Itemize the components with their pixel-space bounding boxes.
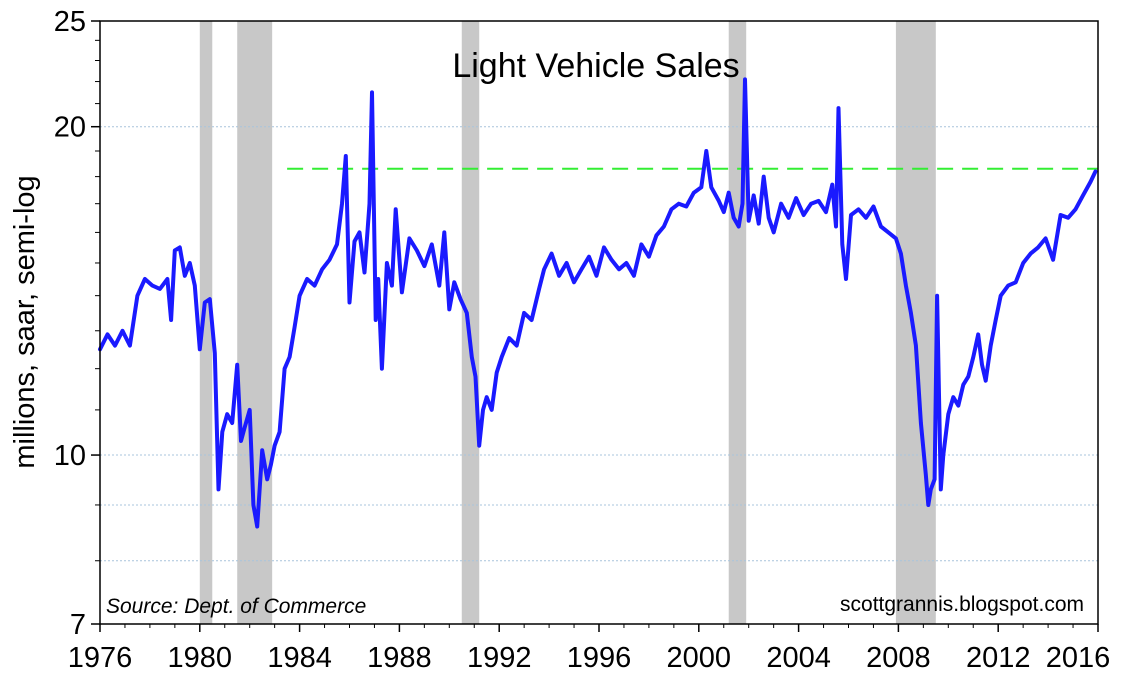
x-axis-tick-labels: 1976 1980 1984 1988 1992 1996 2000 2004 2008 2012…	[68, 642, 1111, 674]
x-tick-label-2004: 2004	[766, 642, 831, 674]
recession-band-2	[461, 21, 480, 624]
x-tick-label-1984: 1984	[267, 642, 332, 674]
x-tick-label-1988: 1988	[367, 642, 432, 674]
axis-ticks	[91, 20, 1099, 632]
chart-title: Light Vehicle Sales	[452, 47, 739, 85]
x-tick-label-1992: 1992	[467, 642, 532, 674]
y-tick-label-10: 10	[54, 440, 86, 472]
x-tick-label-1976: 1976	[68, 642, 133, 674]
x-tick-label-1980: 1980	[168, 642, 233, 674]
source-note: Source: Dept. of Commerce	[106, 595, 366, 618]
recession-band-4	[895, 21, 936, 624]
y-tick-label-7: 7	[70, 609, 86, 641]
y-tick-label-20: 20	[54, 112, 86, 144]
x-tick-label-2008: 2008	[866, 642, 931, 674]
recession-band-1	[237, 21, 273, 624]
y-axis-label: millions, saar, semi-log	[9, 175, 41, 468]
x-tick-label-2016: 2016	[1046, 642, 1111, 674]
y-axis-tick-labels: 7 10 20 25	[54, 6, 86, 641]
x-tick-label-1996: 1996	[567, 642, 632, 674]
series-line-light-vehicle-sales	[98, 77, 1098, 529]
x-tick-label-2000: 2000	[667, 642, 732, 674]
x-tick-label-2012: 2012	[966, 642, 1031, 674]
y-tick-label-25: 25	[54, 6, 86, 38]
credit-note: scottgrannis.blogspot.com	[840, 593, 1084, 616]
recession-band-0	[199, 21, 213, 624]
